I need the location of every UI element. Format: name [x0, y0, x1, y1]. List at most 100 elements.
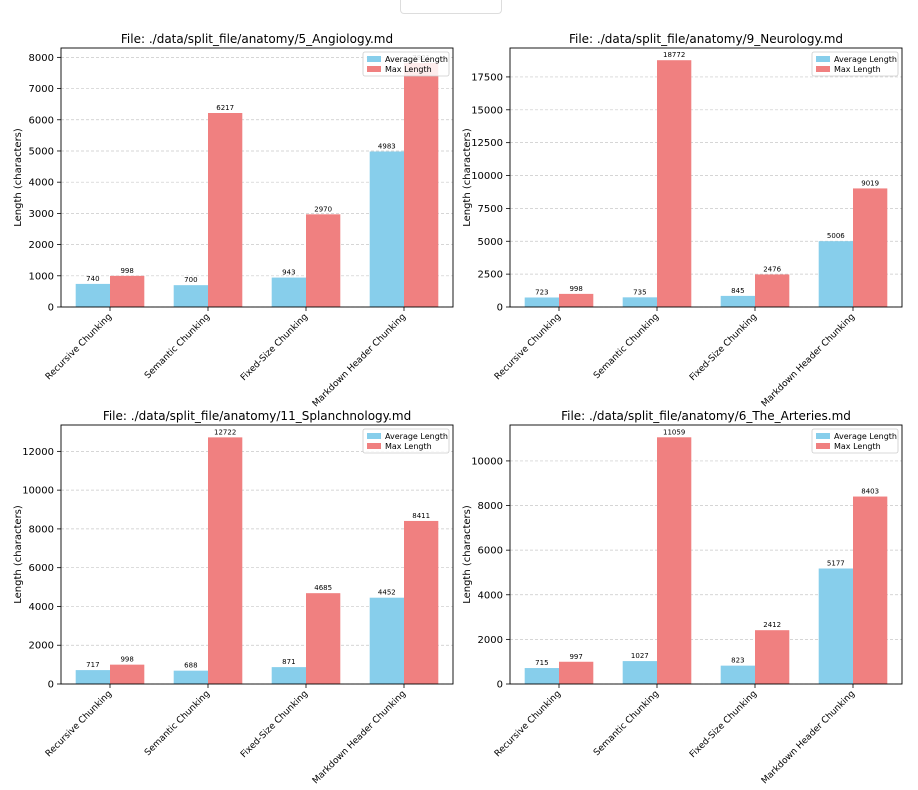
value-label: 11059	[663, 428, 685, 436]
legend-swatch-max	[367, 66, 381, 72]
x-tick-label: Fixed-Size Chunking	[688, 312, 759, 383]
value-label: 998	[120, 267, 133, 275]
y-tick-label: 1000	[29, 271, 54, 282]
value-label: 998	[120, 656, 133, 664]
legend-label: Max Length	[385, 442, 432, 451]
x-tick-label: Markdown Header Chunking	[311, 689, 408, 786]
bar-max-length	[404, 520, 439, 684]
value-label: 12722	[214, 428, 236, 436]
bar-average-length	[173, 285, 208, 307]
bar-average-length	[622, 661, 657, 684]
legend-swatch-max	[367, 443, 381, 449]
legend-swatch-max	[816, 443, 830, 449]
legend-label: Average Length	[834, 55, 897, 64]
legend-swatch-average	[816, 433, 830, 439]
bar-max-length	[657, 437, 692, 684]
bar-average-length	[271, 667, 306, 684]
bar-max-length	[853, 496, 888, 684]
legend-swatch-average	[367, 433, 381, 439]
x-tick-label: Fixed-Size Chunking	[239, 312, 310, 383]
x-tick-label: Semantic Chunking	[143, 312, 212, 381]
legend-box	[362, 51, 450, 77]
value-label: 8403	[861, 488, 879, 496]
y-tick-label: 6000	[478, 546, 503, 557]
value-label: 4685	[314, 584, 332, 592]
legend-label: Average Length	[385, 55, 448, 64]
x-tick-label: Semantic Chunking	[143, 689, 212, 758]
chart-neurology: 0 2500 5000 7500 10000 12500 15000 17500 723 998 R…	[462, 32, 903, 409]
legend-swatch-max	[816, 66, 830, 72]
value-label: 998	[569, 285, 582, 293]
value-label: 18772	[663, 51, 685, 59]
chart-title: File: ./data/split_file/anatomy/11_Splan…	[103, 409, 411, 423]
top-tab-stub	[400, 0, 502, 14]
bar-max-length	[404, 62, 439, 307]
legend-label: Max Length	[834, 65, 881, 74]
y-tick-label: 4000	[29, 602, 54, 613]
legend-box	[362, 428, 450, 454]
bar-average-length	[75, 670, 110, 684]
bar-average-length	[818, 241, 853, 307]
value-label: 8411	[412, 512, 430, 520]
legend-label: Max Length	[834, 442, 881, 451]
value-label: 9019	[861, 179, 879, 187]
y-tick-label: 6000	[29, 115, 54, 126]
y-tick-label: 15000	[471, 105, 503, 116]
legend-box	[811, 51, 899, 77]
y-tick-label: 10000	[22, 486, 54, 497]
y-tick-label: 0	[497, 680, 503, 691]
plot-frame	[509, 47, 903, 308]
value-label: 871	[282, 658, 295, 666]
value-label: 4983	[378, 143, 396, 151]
chart-splanchnology: 0 2000 4000 6000 8000 10000 12000 717 998 Recursi…	[13, 409, 454, 786]
chart-angiology: 0 1000 2000 3000 4000 5000 6000 7000 8000 740 998 R…	[13, 32, 454, 409]
y-tick-label: 12000	[22, 447, 54, 458]
y-tick-label: 0	[48, 303, 54, 314]
y-tick-label: 0	[48, 680, 54, 691]
value-label: 4452	[378, 589, 396, 597]
bar-average-length	[524, 668, 559, 684]
bar-max-length	[208, 112, 243, 308]
bar-max-length	[110, 664, 145, 684]
legend-label: Average Length	[385, 432, 448, 441]
x-tick-label: Recursive Chunking	[493, 312, 563, 382]
y-tick-label: 5000	[29, 146, 54, 157]
chart-title: File: ./data/split_file/anatomy/6_The_Ar…	[561, 409, 851, 423]
value-label: 943	[282, 269, 295, 277]
bar-max-length	[755, 274, 790, 307]
plot-frame	[60, 47, 454, 308]
x-tick-label: Semantic Chunking	[592, 689, 661, 758]
y-tick-label: 5000	[478, 237, 503, 248]
y-axis-label: Length (characters)	[462, 505, 473, 604]
value-label: 715	[535, 659, 548, 667]
bar-max-length	[657, 60, 692, 307]
value-label: 740	[86, 275, 99, 283]
value-label: 2476	[763, 265, 781, 273]
y-tick-label: 2000	[29, 641, 54, 652]
bar-average-length	[369, 597, 404, 684]
bar-max-length	[110, 275, 145, 307]
y-tick-label: 7000	[29, 84, 54, 95]
plot-frame	[60, 424, 454, 685]
y-tick-label: 4000	[478, 590, 503, 601]
x-tick-label: Markdown Header Chunking	[760, 689, 857, 786]
value-label: 735	[633, 288, 646, 296]
y-tick-label: 12500	[471, 138, 503, 149]
x-tick-label: Semantic Chunking	[592, 312, 661, 381]
bar-average-length	[818, 568, 853, 684]
bar-max-length	[755, 630, 790, 684]
bar-average-length	[524, 297, 559, 307]
bar-average-length	[720, 295, 755, 307]
x-tick-label: Fixed-Size Chunking	[239, 689, 310, 760]
bar-max-length	[559, 661, 594, 684]
y-tick-label: 0	[497, 303, 503, 314]
value-label: 2970	[314, 205, 332, 213]
value-label: 845	[731, 287, 744, 295]
y-tick-label: 8000	[29, 524, 54, 535]
value-label: 997	[569, 653, 582, 661]
y-axis-label: Length (characters)	[13, 128, 24, 227]
y-axis-label: Length (characters)	[462, 128, 473, 227]
y-tick-label: 2000	[29, 240, 54, 251]
bar-max-length	[559, 293, 594, 307]
